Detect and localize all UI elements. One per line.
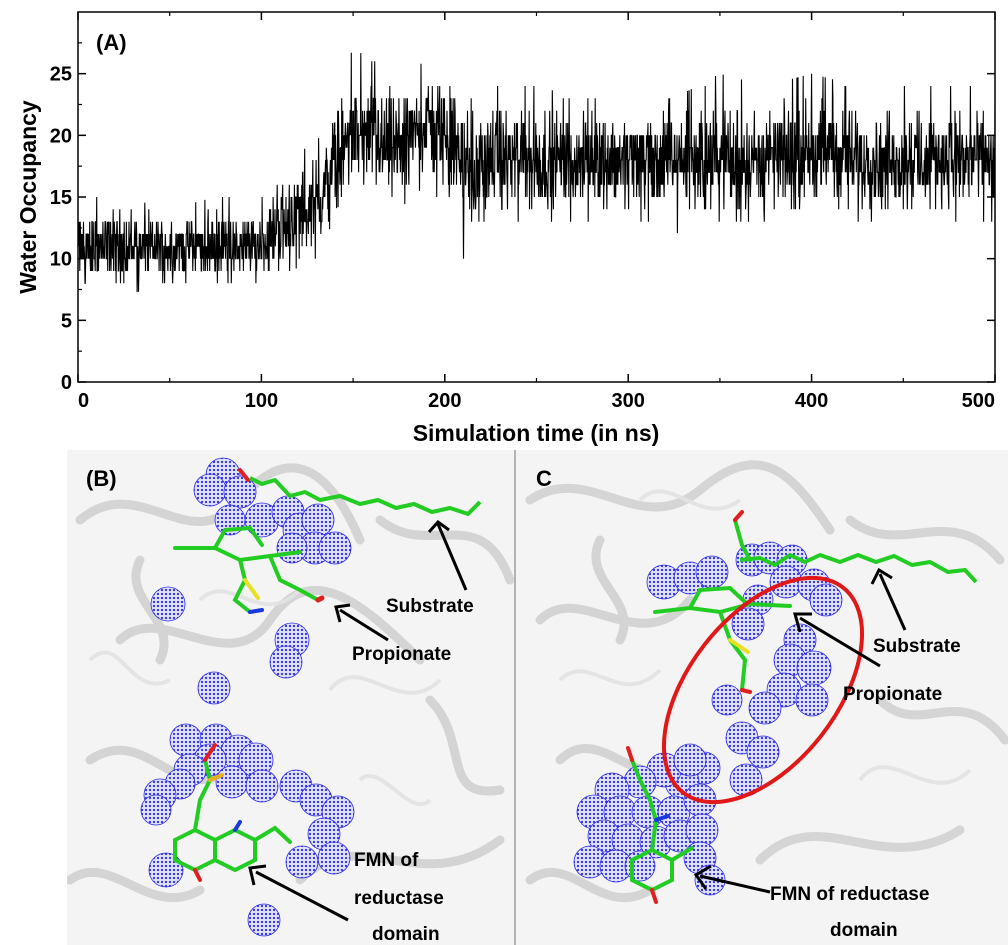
water-sphere: [269, 645, 303, 679]
water-sphere: [223, 475, 257, 509]
water-sphere: [150, 586, 186, 622]
protein-loops-c: [558, 489, 972, 785]
structure-panel-b: (B) Substrate Propionate FMN of reductas…: [67, 450, 514, 945]
fmn-label-b-line2: reductase: [354, 888, 444, 909]
water-sphere: [318, 531, 352, 565]
annotation-arrows-b: [248, 519, 468, 922]
water-occupancy-chart: 0 100 200 300 400 500 0 5 10 15 20 25 (A) Simulatio…: [15, 11, 996, 446]
water-sphere: [673, 743, 707, 777]
water-sphere: [748, 691, 782, 725]
water-sphere: [695, 555, 729, 589]
fmn-label-b-line3: domain: [372, 924, 440, 945]
water-sphere: [197, 671, 231, 705]
structure-panel-c: C Substrate Propionate FMN of reductase …: [516, 450, 1008, 945]
fmn-label-c-line1: FMN of reductase: [770, 884, 929, 905]
water-spheres-b: [140, 457, 355, 937]
substrate-chain-b: [249, 476, 482, 516]
fmn-label-b-line1: FMN of: [354, 850, 419, 871]
water-sphere: [245, 769, 279, 803]
heme-sticks-b: [173, 468, 325, 614]
fmn-sticks-b: [173, 743, 292, 882]
x-tick-label: 300: [612, 390, 645, 412]
y-tick-label: 20: [50, 125, 72, 147]
y-tick-label: 0: [61, 372, 72, 394]
heme-sticks-c: [653, 510, 792, 694]
x-tick-label: 400: [795, 390, 828, 412]
water-sphere: [809, 583, 843, 617]
panel-label-a: (A): [96, 30, 127, 55]
propionate-label-b: Propionate: [352, 644, 451, 665]
water-sphere: [795, 683, 829, 717]
water-sphere: [285, 845, 319, 879]
water-sphere: [317, 841, 351, 875]
water-sphere: [685, 813, 719, 847]
water-sphere: [796, 650, 832, 686]
water-sphere: [301, 503, 335, 537]
plot-frame: [77, 11, 996, 383]
x-axis-title: Simulation time (in ns): [413, 420, 660, 446]
panel-label-c: C: [536, 466, 552, 491]
y-axis-title: Water Occupancy: [15, 100, 41, 294]
y-tick-label: 15: [50, 187, 72, 209]
panel-label-b: (B): [86, 466, 117, 491]
propionate-label-c: Propionate: [843, 684, 942, 705]
trace-layer: [77, 52, 996, 293]
substrate-label-b: Substrate: [386, 596, 474, 617]
water-sphere: [711, 684, 743, 716]
water-sphere: [193, 473, 227, 507]
x-tick-label: 500: [962, 390, 995, 412]
fmn-label-c-line2: domain: [830, 920, 898, 941]
x-tick-label: 0: [78, 390, 89, 412]
water-sphere: [148, 852, 184, 888]
water-sphere: [731, 607, 765, 641]
x-tick-label: 100: [245, 390, 278, 412]
protein-loops-b: [88, 588, 442, 807]
axis-ticks: 0 100 200 300 400 500 0 5 10 15 20 25: [50, 12, 996, 412]
water-occupancy-trace: [77, 52, 996, 293]
water-spheres-c: [573, 541, 843, 896]
water-sphere: [140, 794, 172, 826]
y-tick-label: 5: [61, 310, 72, 332]
substrate-label-c: Substrate: [873, 636, 961, 657]
x-tick-label: 200: [428, 390, 461, 412]
water-sphere: [276, 532, 308, 564]
y-tick-label: 25: [50, 64, 72, 86]
water-channel-highlight: [661, 575, 865, 805]
water-sphere: [746, 735, 780, 769]
water-sphere: [247, 903, 281, 937]
y-tick-label: 10: [50, 249, 72, 271]
fmn-sticks-c: [626, 746, 694, 904]
substrate-chain-c: [739, 553, 978, 584]
water-sphere: [215, 765, 249, 799]
annotation-arrows-c: [693, 567, 907, 894]
